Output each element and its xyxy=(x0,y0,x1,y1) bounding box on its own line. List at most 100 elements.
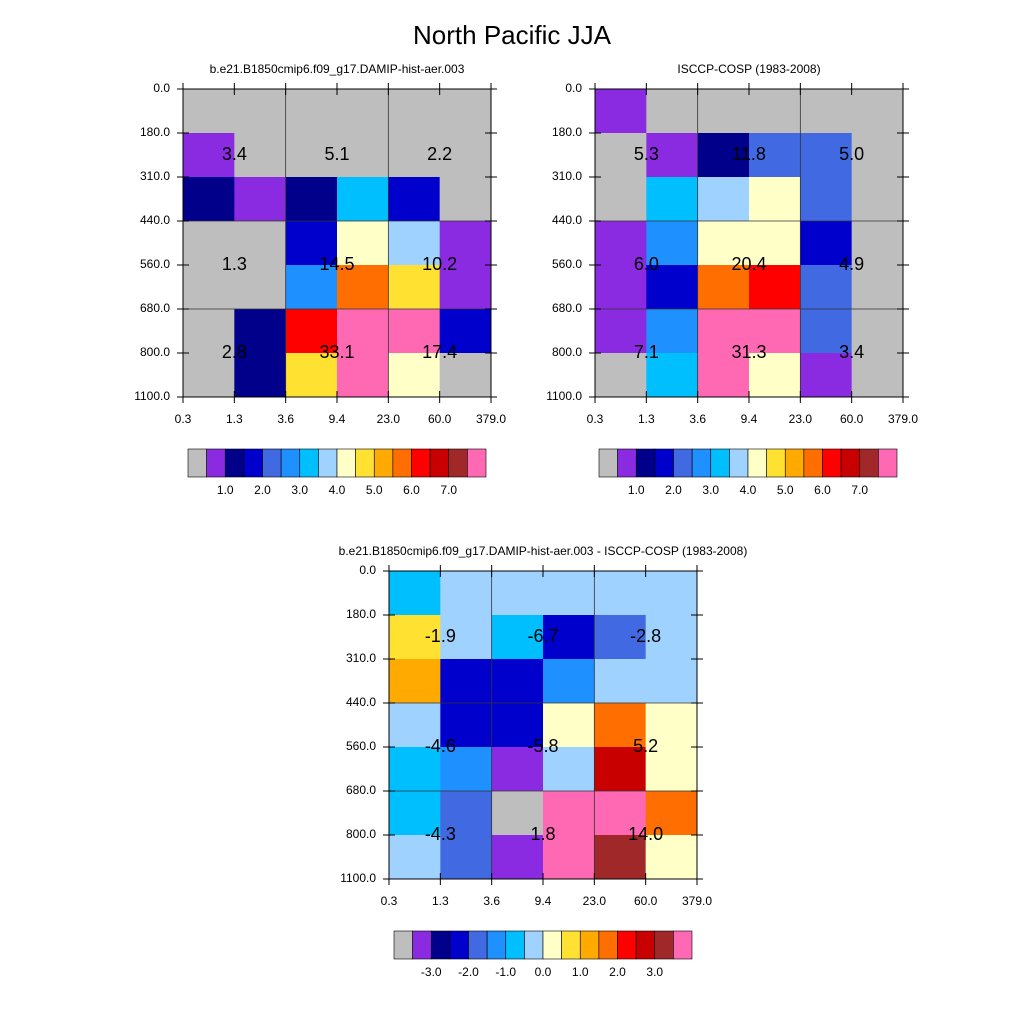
panel-title: b.e21.B1850cmip6.f09_g17.DAMIP-hist-aer.… xyxy=(339,544,748,558)
cell xyxy=(440,835,493,880)
cell xyxy=(234,133,287,178)
cell xyxy=(491,703,544,748)
x-tick-label: 23.0 xyxy=(583,894,607,908)
cell xyxy=(595,309,647,354)
cell xyxy=(645,791,698,836)
x-tick-label: 3.6 xyxy=(483,894,500,908)
colorbar-box xyxy=(430,930,451,960)
colorbar-label: 4.0 xyxy=(740,483,757,497)
cell xyxy=(440,659,493,704)
block-value-label: -4.6 xyxy=(425,736,456,756)
block-value-label: 14.0 xyxy=(628,824,663,844)
cell xyxy=(645,747,698,792)
cell xyxy=(697,353,750,398)
y-tick-label: 180.0 xyxy=(346,607,376,621)
colorbar-box xyxy=(468,930,488,960)
panel-title: ISCCP-COSP (1983-2008) xyxy=(677,62,820,76)
block-value-label: 1.3 xyxy=(222,254,247,274)
cell xyxy=(388,265,441,310)
cell xyxy=(389,615,441,660)
cell xyxy=(285,265,338,310)
x-tick-label: 379.0 xyxy=(682,894,712,908)
colorbar-label: 2.0 xyxy=(609,965,626,979)
x-tick-label: 60.0 xyxy=(428,412,452,426)
y-tick-label: 310.0 xyxy=(140,169,170,183)
y-tick-label: 1100.0 xyxy=(340,871,376,885)
colorbar-label: 6.0 xyxy=(814,483,831,497)
figure-title: North Pacific JJA xyxy=(413,20,612,50)
colorbar-box xyxy=(747,448,767,478)
y-tick-label: 180.0 xyxy=(140,125,170,139)
block-value-label: -1.9 xyxy=(425,626,456,646)
colorbar-box xyxy=(280,448,301,478)
x-tick-label: 0.3 xyxy=(381,894,398,908)
cell xyxy=(440,615,493,660)
colorbar-box xyxy=(654,930,674,960)
colorbar-box xyxy=(187,448,207,478)
cell xyxy=(440,791,493,836)
cell xyxy=(594,659,647,704)
cell xyxy=(285,133,338,178)
cell xyxy=(595,177,647,222)
cell xyxy=(749,309,801,354)
cell xyxy=(389,703,441,748)
y-tick-label: 440.0 xyxy=(140,213,170,227)
cell xyxy=(749,133,801,178)
y-tick-label: 680.0 xyxy=(140,301,170,315)
cell xyxy=(439,309,492,354)
colorbar-label: 0.0 xyxy=(535,965,552,979)
cell xyxy=(851,353,904,398)
cell xyxy=(388,353,441,398)
cell xyxy=(183,353,235,398)
block-value-label: 11.8 xyxy=(732,144,766,164)
cell xyxy=(851,265,904,310)
colorbar-box xyxy=(412,930,432,960)
colorbar-box xyxy=(449,930,469,960)
x-tick-label: 379.0 xyxy=(888,412,918,426)
colorbar-box xyxy=(486,930,507,960)
cell xyxy=(645,571,698,616)
cell xyxy=(646,265,699,310)
y-tick-label: 0.0 xyxy=(565,81,582,95)
cell xyxy=(234,309,287,354)
block-value-label: 31.3 xyxy=(731,342,766,362)
cell xyxy=(595,353,647,398)
cell xyxy=(234,221,287,266)
cell xyxy=(697,309,750,354)
cell xyxy=(234,89,287,134)
cell xyxy=(234,353,287,398)
cell xyxy=(646,133,699,178)
colorbar-box xyxy=(318,448,338,478)
y-tick-label: 680.0 xyxy=(346,783,376,797)
colorbar-box xyxy=(822,448,842,478)
cell xyxy=(388,221,441,266)
cell xyxy=(388,89,441,134)
cell xyxy=(595,265,647,310)
colorbar-box xyxy=(243,448,263,478)
cell xyxy=(439,353,492,398)
cell xyxy=(851,309,904,354)
colorbar-box xyxy=(542,930,562,960)
colorbar-box xyxy=(392,448,412,478)
cell xyxy=(543,835,595,880)
cell xyxy=(439,177,492,222)
x-tick-label: 0.3 xyxy=(175,412,192,426)
colorbar-box xyxy=(878,448,898,478)
cell xyxy=(337,89,389,134)
colorbar-label: -3.0 xyxy=(421,965,442,979)
colorbar-box xyxy=(598,448,618,478)
cell xyxy=(749,353,801,398)
cell xyxy=(389,571,441,616)
colorbar-box xyxy=(635,448,656,478)
cell xyxy=(439,265,492,310)
colorbar-box xyxy=(840,448,861,478)
cell xyxy=(851,89,904,134)
colorbar-label: 3.0 xyxy=(702,483,719,497)
colorbar-box xyxy=(803,448,823,478)
cell xyxy=(594,791,647,836)
colorbar-box xyxy=(467,448,487,478)
x-tick-label: 1.3 xyxy=(226,412,243,426)
cell xyxy=(646,177,699,222)
colorbar-box xyxy=(429,448,450,478)
cell xyxy=(594,703,647,748)
